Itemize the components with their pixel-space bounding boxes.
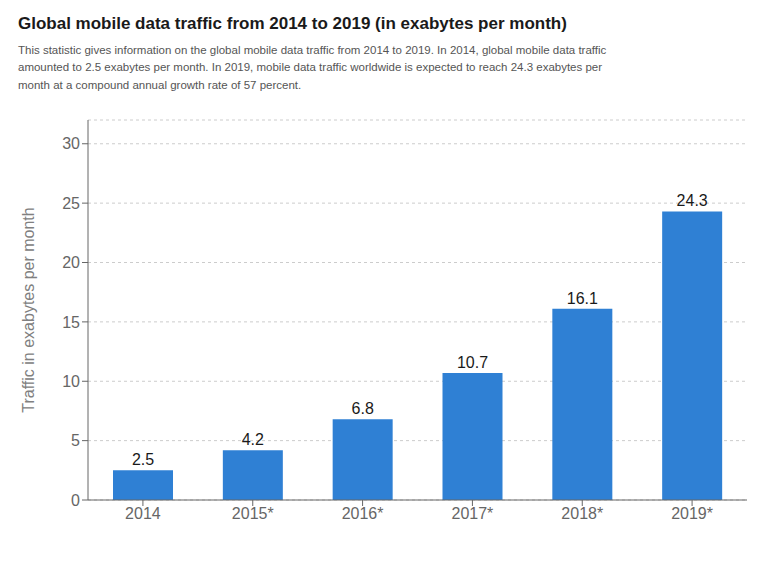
svg-text:30: 30 <box>62 135 80 152</box>
svg-text:10.7: 10.7 <box>457 354 488 371</box>
html-text:Global mobile data traffic fro: Global mobile data traffic from 2014 to … <box>18 14 567 33</box>
svg-text:2015*: 2015* <box>232 505 274 522</box>
svg-text:25: 25 <box>62 195 80 212</box>
html-text:This statistic gives informati: This statistic gives information on the … <box>18 44 607 91</box>
svg-text:20: 20 <box>62 254 80 271</box>
svg-text:16.1: 16.1 <box>567 290 598 307</box>
svg-text:10: 10 <box>62 373 80 390</box>
svg-text:2018*: 2018* <box>561 505 603 522</box>
svg-text:2016*: 2016* <box>342 505 384 522</box>
svg-text:24.3: 24.3 <box>677 192 708 209</box>
svg-text:15: 15 <box>62 313 80 330</box>
svg-text:2017*: 2017* <box>452 505 494 522</box>
svg-text:4.2: 4.2 <box>242 431 264 448</box>
svg-text:2014: 2014 <box>125 505 161 522</box>
svg-text:Traffic in exabytes per month: Traffic in exabytes per month <box>20 207 37 412</box>
svg-text:0: 0 <box>71 491 80 508</box>
svg-text:6.8: 6.8 <box>352 400 374 417</box>
svg-text:2.5: 2.5 <box>132 451 154 468</box>
svg-text:5: 5 <box>71 432 80 449</box>
svg-text:2019*: 2019* <box>671 505 713 522</box>
